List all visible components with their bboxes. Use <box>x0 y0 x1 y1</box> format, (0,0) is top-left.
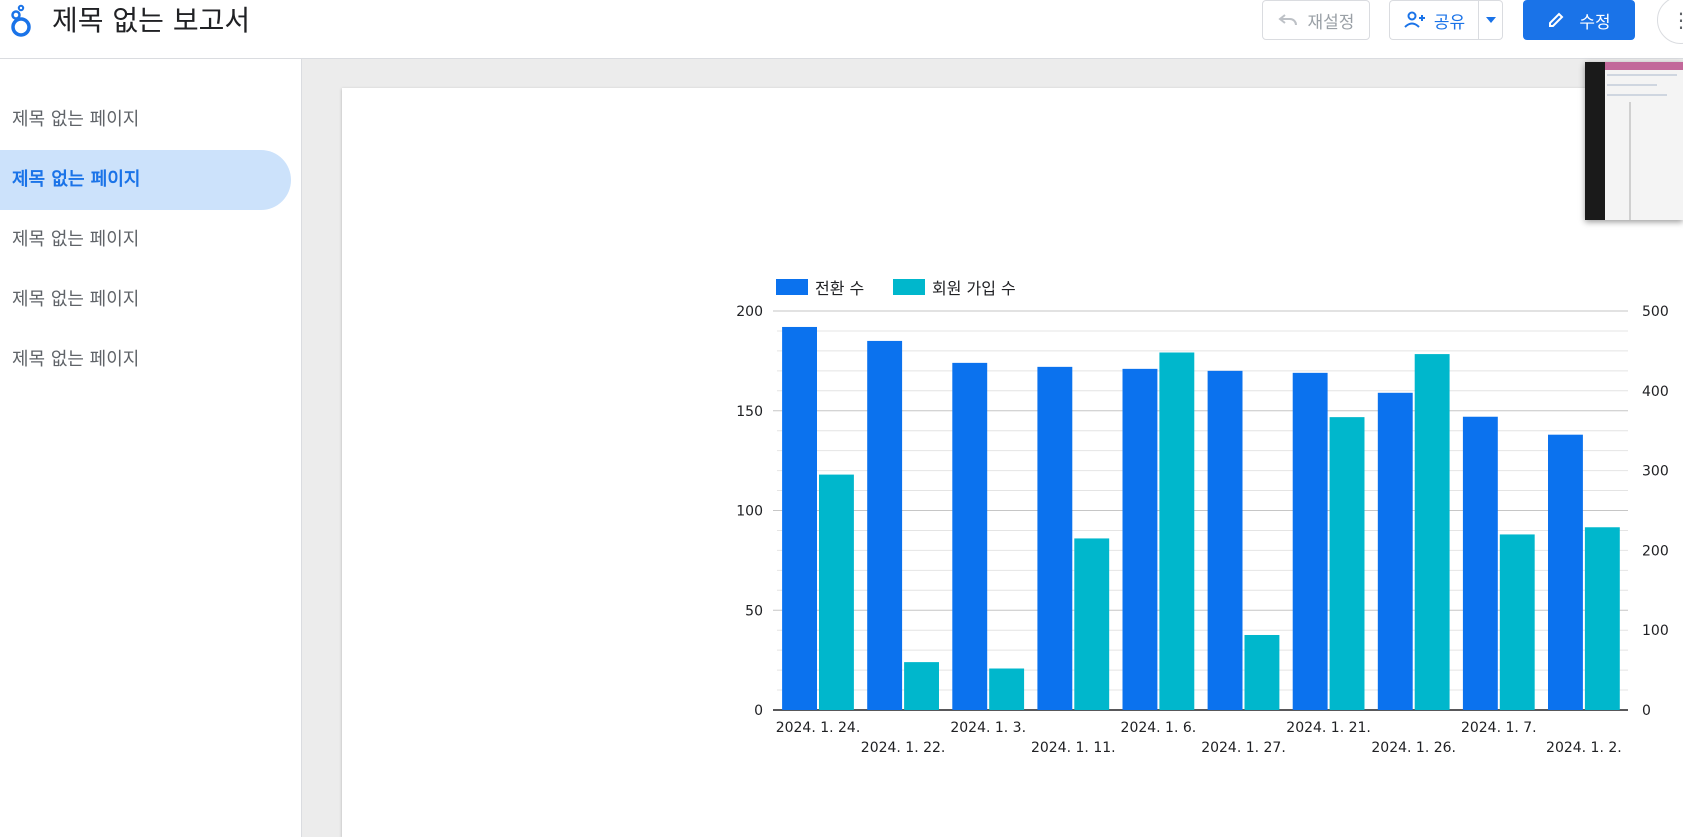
screen-thumbnail[interactable] <box>1585 62 1683 220</box>
reset-button[interactable]: 재설정 <box>1262 0 1370 40</box>
sidebar-page-3[interactable]: 제목 없는 페이지 <box>12 229 140 250</box>
thumbnail-line <box>1607 84 1657 86</box>
looker-studio-logo-icon[interactable] <box>8 4 34 38</box>
share-label: 공유 <box>1433 12 1466 33</box>
thumbnail-content <box>1605 62 1683 220</box>
app-header: 제목 없는 보고서 재설정 공유 수정 ⋮ <box>0 0 1683 59</box>
legend-label-2: 회원 가입 수 <box>932 279 1016 298</box>
legend-series-1[interactable]: 전환 수 <box>776 275 864 299</box>
person-add-icon <box>1404 11 1425 28</box>
legend-series-2[interactable]: 회원 가입 수 <box>893 275 1016 299</box>
legend-swatch-2 <box>893 279 925 295</box>
sidebar-page-5[interactable]: 제목 없는 페이지 <box>12 349 140 370</box>
more-options-button[interactable]: ⋮ <box>1657 0 1683 44</box>
sidebar-page-4[interactable]: 제목 없는 페이지 <box>12 289 140 310</box>
thumbnail-line <box>1607 94 1667 96</box>
pencil-icon <box>1549 12 1564 27</box>
thumbnail-toolbar <box>1605 62 1683 70</box>
caret-down-icon <box>1485 17 1496 23</box>
reset-label: 재설정 <box>1307 12 1355 33</box>
report-page[interactable] <box>342 88 1683 837</box>
undo-icon <box>1277 14 1297 26</box>
thumbnail-divider <box>1629 102 1631 220</box>
legend-swatch-1 <box>776 279 808 295</box>
page-navigation: 제목 없는 페이지 제목 없는 페이지 제목 없는 페이지 제목 없는 페이지 … <box>0 59 301 837</box>
share-button[interactable]: 공유 <box>1389 0 1479 40</box>
report-title[interactable]: 제목 없는 보고서 <box>52 4 251 37</box>
edit-label: 수정 <box>1579 12 1611 33</box>
legend-label-1: 전환 수 <box>815 279 865 298</box>
thumbnail-line <box>1607 74 1677 76</box>
share-options-button[interactable] <box>1478 0 1503 40</box>
edit-button[interactable]: 수정 <box>1523 0 1635 40</box>
sidebar-page-1[interactable]: 제목 없는 페이지 <box>12 109 140 130</box>
sidebar-page-2[interactable]: 제목 없는 페이지 <box>0 150 291 210</box>
more-vert-icon: ⋮ <box>1671 8 1683 32</box>
